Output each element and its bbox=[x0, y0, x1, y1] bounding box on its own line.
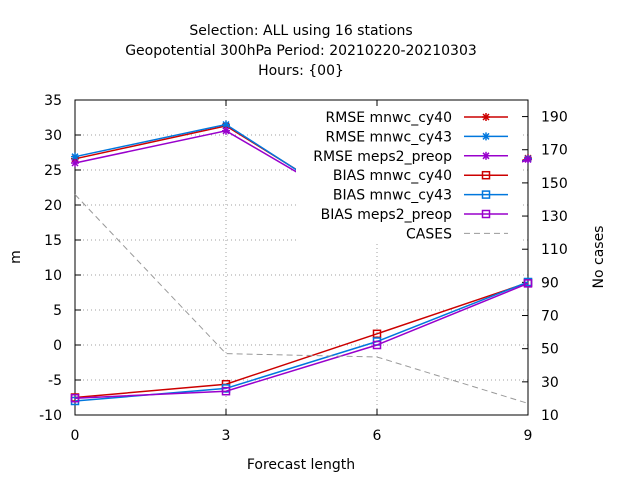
title-line: Selection: ALL using 16 stations bbox=[189, 23, 412, 39]
title-line: Geopotential 300hPa Period: 20210220-202… bbox=[125, 43, 477, 59]
y2-tick-label: 190 bbox=[541, 110, 568, 126]
y2-axis-label: No cases bbox=[591, 226, 607, 289]
data-point bbox=[523, 279, 533, 288]
plot-frame bbox=[74, 99, 529, 416]
legend-label: RMSE mnwc_cy43 bbox=[326, 129, 452, 145]
x-tick-label: 0 bbox=[71, 428, 80, 444]
y-tick-label: 25 bbox=[44, 163, 62, 179]
x-tick-label: 9 bbox=[524, 428, 533, 444]
data-point bbox=[71, 159, 79, 167]
legend-label: BIAS mnwc_cy40 bbox=[333, 168, 452, 184]
data-point bbox=[372, 340, 382, 350]
y-tick-label: 5 bbox=[53, 303, 62, 319]
y-tick-label: 35 bbox=[44, 93, 62, 109]
legend-marker bbox=[481, 209, 491, 219]
series-6 bbox=[74, 194, 529, 404]
y2-tick-label: 130 bbox=[541, 209, 568, 225]
y-tick-label: 0 bbox=[53, 338, 62, 354]
chart-title: Selection: ALL using 16 stations Geopoten… bbox=[125, 23, 477, 79]
legend: RMSE mnwc_cy40 RMSE mnwc_cy43 RMSE meps2_p… bbox=[296, 106, 522, 242]
legend-background bbox=[296, 106, 522, 242]
y2-tick-label: 170 bbox=[541, 143, 568, 159]
legend-label: BIAS meps2_preop bbox=[321, 207, 453, 223]
legend-marker bbox=[481, 170, 491, 180]
data-point bbox=[221, 386, 231, 396]
y2-axis-ticks: 10 30 50 70 90 110 130 150 170 190 bbox=[522, 110, 568, 424]
series-line bbox=[74, 282, 529, 399]
legend-marker bbox=[482, 151, 490, 160]
legend-label: RMSE meps2_preop bbox=[313, 149, 452, 165]
y2-tick-label: 50 bbox=[541, 342, 559, 358]
legend-marker bbox=[482, 132, 490, 141]
y2-tick-label: 10 bbox=[541, 408, 559, 424]
legend-marker bbox=[481, 190, 491, 199]
plot-border bbox=[74, 99, 529, 416]
y2-tick-label: 150 bbox=[541, 176, 568, 192]
y-tick-label: 20 bbox=[44, 198, 62, 214]
series-5 bbox=[70, 279, 533, 403]
legend-label: BIAS mnwc_cy43 bbox=[333, 188, 452, 204]
data-point bbox=[70, 393, 80, 403]
y-tick-label: 10 bbox=[44, 268, 62, 284]
data-point bbox=[524, 155, 532, 164]
x-axis-label: Forecast length bbox=[247, 457, 355, 473]
y-tick-label: -10 bbox=[39, 408, 62, 424]
y-axis-label: m bbox=[8, 250, 24, 264]
y-tick-label: 15 bbox=[44, 233, 62, 249]
y2-tick-label: 110 bbox=[541, 242, 568, 258]
y2-tick-label: 30 bbox=[541, 375, 559, 391]
legend-label: CASES bbox=[406, 226, 452, 242]
legend-marker bbox=[482, 113, 490, 121]
x-tick-label: 3 bbox=[222, 428, 231, 444]
y-tick-label: -5 bbox=[48, 373, 62, 389]
y-tick-label: 30 bbox=[44, 128, 62, 144]
y-axis-ticks: -10 -5 0 5 10 15 20 25 30 35 bbox=[39, 93, 81, 424]
y2-tick-label: 70 bbox=[541, 309, 559, 325]
series-line bbox=[74, 194, 529, 404]
series-line bbox=[74, 281, 529, 399]
legend-label: RMSE mnwc_cy40 bbox=[326, 110, 452, 126]
title-line: Hours: {00} bbox=[258, 63, 344, 79]
x-axis-ticks: 0 3 6 9 bbox=[71, 100, 533, 444]
x-tick-label: 6 bbox=[373, 428, 382, 444]
y2-tick-label: 90 bbox=[541, 275, 559, 291]
data-point bbox=[222, 126, 230, 135]
data-point bbox=[222, 120, 230, 129]
